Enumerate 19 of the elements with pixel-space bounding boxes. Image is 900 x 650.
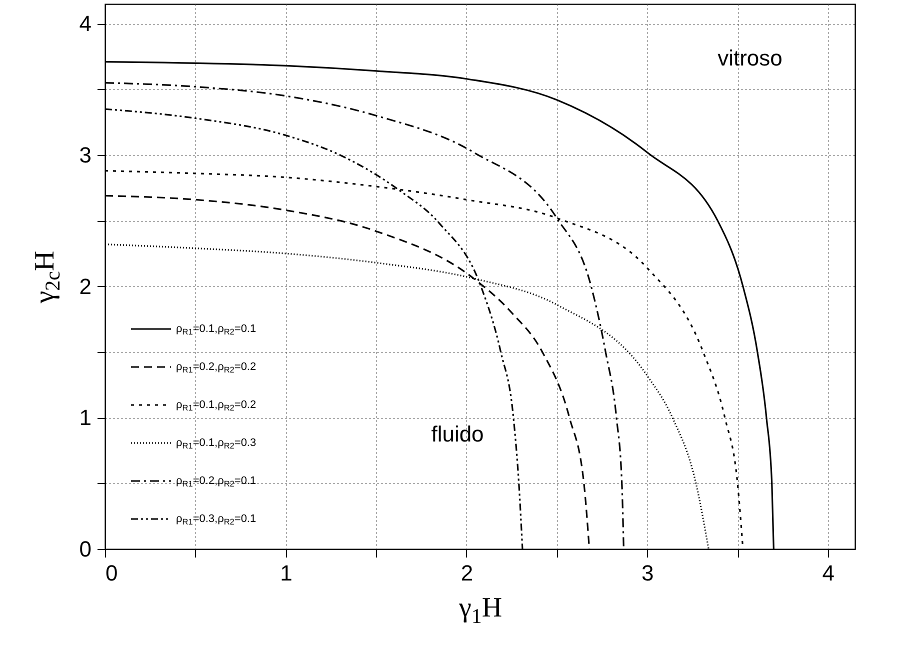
legend-label: ρ$_{R1}$=0.1,ρ$_{R2}$=0.1 (176, 323, 256, 336)
x-tick-label: 0 (106, 560, 118, 586)
legend-label: ρ$_{R1}$=0.1,ρ$_{R2}$=0.2 (176, 399, 256, 412)
y-tick-label: 1 (79, 405, 92, 430)
legend-label: ρ$_{R1}$=0.3,ρ$_{R2}$=0.1 (176, 513, 256, 526)
x-tick-label: 1 (280, 560, 292, 586)
legend-label: ρ$_{R1}$=0.1,ρ$_{R2}$=0.3 (176, 437, 256, 450)
y-tick-label: 3 (79, 142, 92, 168)
annotation: fluido (431, 422, 484, 447)
y-tick-label: 2 (79, 274, 92, 299)
legend-label: ρ$_{R1}$=0.2,ρ$_{R2}$=0.1 (176, 475, 256, 488)
x-tick-label: 2 (460, 560, 474, 586)
y-tick-label: 4 (79, 11, 92, 36)
x-axis-title: γ$_{1}$H (458, 592, 502, 628)
legend-label: ρ$_{R1}$=0.2,ρ$_{R2}$=0.2 (176, 361, 256, 374)
x-tick-label: 4 (822, 560, 835, 586)
x-tick-label: 3 (642, 560, 654, 586)
annotation: vitroso (718, 46, 782, 70)
y-tick-label: 0 (79, 536, 92, 562)
